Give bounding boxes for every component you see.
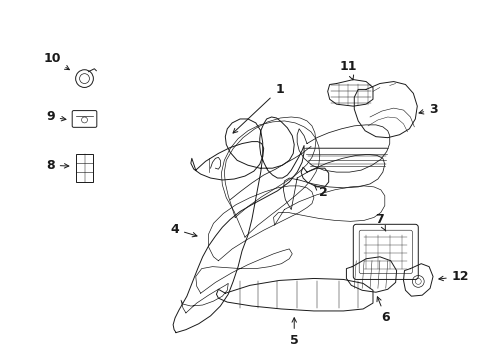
Text: 1: 1 [233, 83, 283, 133]
Text: 3: 3 [418, 103, 437, 116]
Text: 4: 4 [170, 223, 197, 237]
Text: 10: 10 [43, 53, 69, 70]
Text: 9: 9 [46, 111, 66, 123]
Text: 8: 8 [46, 159, 69, 172]
Text: 11: 11 [339, 60, 356, 80]
Text: 7: 7 [375, 213, 385, 231]
Text: 12: 12 [438, 270, 468, 283]
Text: 6: 6 [376, 297, 389, 324]
Text: 2: 2 [313, 185, 327, 199]
Text: 5: 5 [289, 318, 298, 347]
